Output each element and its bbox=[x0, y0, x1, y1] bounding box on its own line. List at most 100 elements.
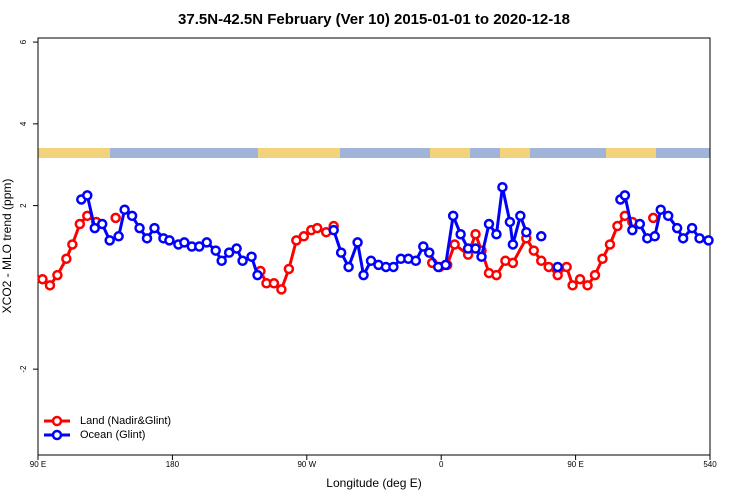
data-point bbox=[424, 247, 435, 258]
data-point bbox=[447, 210, 459, 222]
data-point bbox=[521, 226, 532, 238]
data-point bbox=[470, 243, 481, 254]
data-point bbox=[246, 251, 257, 262]
data-point bbox=[694, 233, 705, 244]
data-point bbox=[298, 231, 310, 242]
legend-label: Ocean (Glint) bbox=[80, 429, 145, 441]
data-point bbox=[52, 269, 63, 281]
data-point bbox=[655, 204, 666, 215]
y-tick-label: 2 bbox=[19, 203, 28, 208]
data-point bbox=[291, 235, 302, 246]
x-tick-label: 90 E bbox=[567, 460, 583, 469]
data-point bbox=[491, 228, 502, 240]
data-point bbox=[515, 210, 526, 222]
data-point bbox=[126, 210, 138, 222]
data-point bbox=[82, 190, 93, 201]
data-point bbox=[470, 228, 481, 240]
data-point bbox=[61, 253, 72, 265]
data-point bbox=[216, 255, 227, 267]
legend-label: Land (Nadir&Glint) bbox=[80, 415, 171, 427]
data-point bbox=[358, 269, 369, 281]
data-point bbox=[37, 273, 48, 285]
y-tick-label: 6 bbox=[19, 39, 28, 44]
x-tick-label: 0 bbox=[439, 460, 444, 469]
data-point bbox=[561, 261, 572, 273]
data-point bbox=[507, 257, 519, 269]
data-point bbox=[335, 247, 347, 258]
data-point bbox=[703, 235, 714, 246]
data-point bbox=[113, 231, 124, 242]
data-point bbox=[604, 239, 616, 250]
x-tick-label: 90 W bbox=[297, 460, 316, 469]
data-point bbox=[574, 273, 586, 285]
data-point bbox=[627, 224, 638, 236]
data-point bbox=[649, 231, 660, 242]
data-point bbox=[110, 212, 121, 224]
plot-frame bbox=[37, 37, 711, 456]
data-point bbox=[567, 280, 578, 291]
data-point bbox=[662, 210, 674, 222]
map-strip bbox=[38, 148, 710, 158]
data-point bbox=[536, 231, 547, 242]
data-point bbox=[231, 243, 242, 254]
data-point bbox=[582, 280, 593, 291]
data-point bbox=[201, 237, 212, 248]
data-point bbox=[343, 261, 354, 273]
data-point bbox=[44, 280, 56, 291]
data-point bbox=[504, 216, 516, 228]
data-point bbox=[552, 269, 563, 281]
y-tick-label: -2 bbox=[19, 365, 28, 373]
data-point bbox=[283, 263, 295, 275]
data-point bbox=[67, 239, 78, 250]
series-line bbox=[41, 213, 98, 288]
data-point bbox=[164, 235, 175, 246]
data-point bbox=[491, 269, 502, 281]
data-point bbox=[455, 228, 466, 240]
data-point bbox=[418, 241, 429, 252]
legend-marker bbox=[51, 429, 63, 441]
data-point bbox=[141, 233, 153, 244]
y-axis-label: XCO2 - MLO trend (ppm) bbox=[0, 179, 14, 314]
data-point bbox=[210, 245, 221, 256]
x-tick-label: 180 bbox=[166, 460, 180, 469]
x-tick-label: 540 bbox=[703, 460, 717, 469]
data-point bbox=[543, 261, 554, 273]
data-point bbox=[104, 235, 115, 246]
data-point bbox=[410, 255, 422, 267]
data-point bbox=[276, 284, 287, 295]
series-line bbox=[332, 186, 528, 280]
data-point bbox=[597, 253, 608, 265]
data-point bbox=[179, 237, 190, 248]
x-axis-label: Longitude (deg E) bbox=[326, 476, 421, 490]
x-tick-label: 90 E bbox=[30, 460, 46, 469]
data-point bbox=[119, 204, 130, 215]
data-point bbox=[440, 259, 451, 271]
data-point bbox=[528, 245, 540, 256]
data-point bbox=[194, 241, 205, 252]
data-point bbox=[507, 239, 519, 250]
data-point bbox=[483, 218, 495, 230]
data-point bbox=[552, 261, 563, 273]
data-point bbox=[476, 251, 487, 262]
data-point bbox=[671, 222, 683, 234]
data-point bbox=[89, 222, 100, 234]
data-point bbox=[589, 269, 601, 281]
data-point bbox=[536, 255, 547, 267]
data-point bbox=[388, 261, 399, 273]
data-point bbox=[686, 222, 698, 234]
data-point bbox=[449, 239, 460, 250]
y-tick-label: 4 bbox=[19, 121, 28, 126]
data-point bbox=[497, 181, 508, 193]
data-point bbox=[619, 190, 631, 201]
data-point bbox=[96, 218, 108, 230]
data-point bbox=[237, 255, 248, 267]
data-point bbox=[149, 222, 160, 234]
data-point bbox=[223, 247, 235, 258]
data-point bbox=[268, 278, 280, 289]
legend-marker bbox=[51, 415, 63, 427]
data-point bbox=[252, 269, 263, 281]
data-point bbox=[134, 222, 145, 234]
data-point bbox=[74, 218, 86, 230]
chart-title: 37.5N-42.5N February (Ver 10) 2015-01-01… bbox=[178, 11, 570, 28]
